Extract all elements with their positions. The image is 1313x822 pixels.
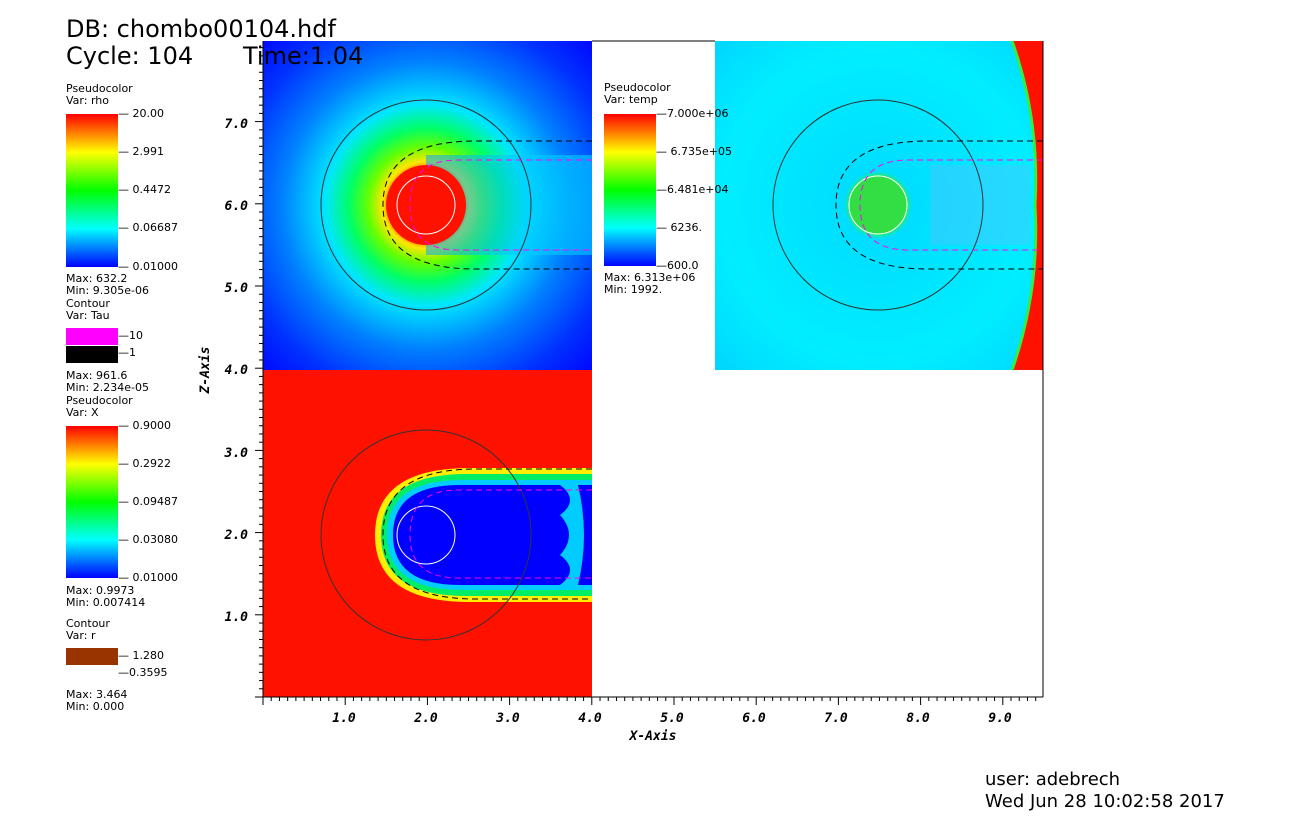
x-tick-label-2: 2.0 [413, 711, 438, 726]
temp-r-contour [772, 99, 984, 311]
x-tau-contour-10 [409, 489, 592, 579]
temp-tick-4: —600.0 [656, 259, 699, 272]
temp-core [849, 176, 907, 234]
rho-tick-2: — 0.4472 [118, 183, 171, 196]
tau-level-low: —1 [118, 346, 136, 359]
x-tick-label-8: 8.0 [906, 711, 930, 726]
temp-tau-contour-1 [835, 140, 1043, 270]
x-tau-contour-1 [382, 468, 592, 600]
x-min: Min: 0.007414 [66, 596, 146, 609]
rho-tick-4: — 0.01000 [118, 260, 178, 273]
x-tick-label-3: 3.0 [495, 711, 520, 726]
user-label: user: adebrech [985, 769, 1121, 790]
x-tick-label-5: 5.0 [660, 711, 684, 726]
x-legend-plot-type: Pseudocolor [66, 394, 133, 407]
r-level-swatch [66, 648, 118, 665]
temp-max: Max: 6.313e+06 [604, 271, 696, 284]
z-tick-label-3: 3.0 [224, 446, 249, 461]
tau-min: Min: 2.234e-05 [66, 381, 149, 394]
x-legend-var: Var: X [66, 406, 99, 419]
tau-max: Max: 961.6 [66, 369, 128, 382]
z-tick-label-2: 2.0 [224, 528, 249, 543]
x-tick-label-9: 9.0 [988, 711, 1012, 726]
x-tick-0: — 0.9000 [118, 419, 171, 432]
temp-inner-circle [848, 175, 908, 235]
rho-tick-3: — 0.06687 [118, 221, 178, 234]
x-tick-2: — 0.09487 [118, 495, 178, 508]
z-tick-label-4: 4.0 [225, 363, 249, 378]
x-r-contour [320, 429, 532, 641]
r-level-high: — 1.280 [118, 649, 164, 662]
x-inner-circle [396, 505, 456, 565]
temp-tau-contour-10 [859, 159, 1043, 251]
x-blue-region [393, 485, 570, 585]
temp-tick-2: —6.481e+04 [656, 183, 729, 196]
r-legend-var: Var: r [66, 629, 96, 642]
rho-max: Max: 632.2 [66, 272, 128, 285]
tau-level-high-swatch [66, 328, 118, 345]
z-axis-title: Z-Axis [198, 347, 213, 395]
temp-shock-edge [1010, 40, 1038, 371]
database-title: DB: chombo00104.hdf [66, 15, 336, 43]
x-tick-1: — 0.2922 [118, 457, 171, 470]
x-tick-label-6: 6.0 [742, 711, 766, 726]
rho-r-contour [320, 99, 532, 311]
cycle-label: Cycle: 104 [66, 42, 194, 70]
x-blue-tail [578, 485, 592, 585]
rho-tau-contour-10 [409, 159, 592, 251]
x-colorbar [66, 426, 118, 578]
x-tick-label-1: 1.0 [332, 711, 356, 726]
rho-legend-var: Var: rho [66, 94, 109, 107]
temp-legend-var: Var: temp [604, 93, 658, 106]
tau-level-low-swatch [66, 346, 118, 363]
x-axis-title: X-Axis [629, 729, 677, 744]
rho-min: Min: 9.305e-06 [66, 284, 149, 297]
rho-legend-plot-type: Pseudocolor [66, 82, 133, 95]
temp-colorbar [604, 114, 656, 266]
rho-tail [426, 155, 592, 255]
temp-tick-3: — 6236. [656, 221, 702, 234]
temp-tail [930, 165, 1030, 245]
temp-tick-0: —7.000e+06 [656, 107, 729, 120]
z-tick-label-6: 6.0 [225, 199, 249, 214]
rho-tau-contour-1 [382, 140, 592, 270]
tau-level-high: —10 [118, 329, 143, 342]
r-min: Min: 0.000 [66, 700, 125, 713]
x-tick-4: — 0.01000 [118, 571, 178, 584]
temp-shock-front [1012, 41, 1043, 370]
temp-tick-1: — 6.735e+05 [656, 145, 732, 158]
z-tick-label-7: 7.0 [225, 117, 249, 132]
x-max: Max: 0.9973 [66, 584, 135, 597]
z-tick-label-1: 1.0 [225, 610, 249, 625]
z-tick-label-5: 5.0 [225, 281, 249, 296]
rho-inner-circle [396, 175, 456, 235]
r-legend-plot-type: Contour [66, 617, 110, 630]
x-tick-label-4: 4.0 [578, 711, 602, 726]
temp-legend-plot-type: Pseudocolor [604, 81, 671, 94]
rho-tick-0: — 20.00 [118, 107, 164, 120]
x-tick-label-7: 7.0 [824, 711, 848, 726]
tau-legend-var: Var: Tau [66, 309, 110, 322]
rho-tick-1: — 2.991 [118, 145, 164, 158]
tau-legend-plot-type: Contour [66, 297, 110, 310]
rho-core [386, 165, 466, 245]
x-tick-3: — 0.03080 [118, 533, 178, 546]
rho-colorbar [66, 114, 118, 267]
timestamp-label: Wed Jun 28 10:02:58 2017 [985, 791, 1225, 812]
temp-min: Min: 1992. [604, 283, 663, 296]
r-max: Max: 3.464 [66, 688, 128, 701]
time-label: Time:1.04 [243, 42, 364, 70]
r-level-low: —0.3595 [118, 666, 168, 679]
axis-ticks [255, 47, 1037, 705]
